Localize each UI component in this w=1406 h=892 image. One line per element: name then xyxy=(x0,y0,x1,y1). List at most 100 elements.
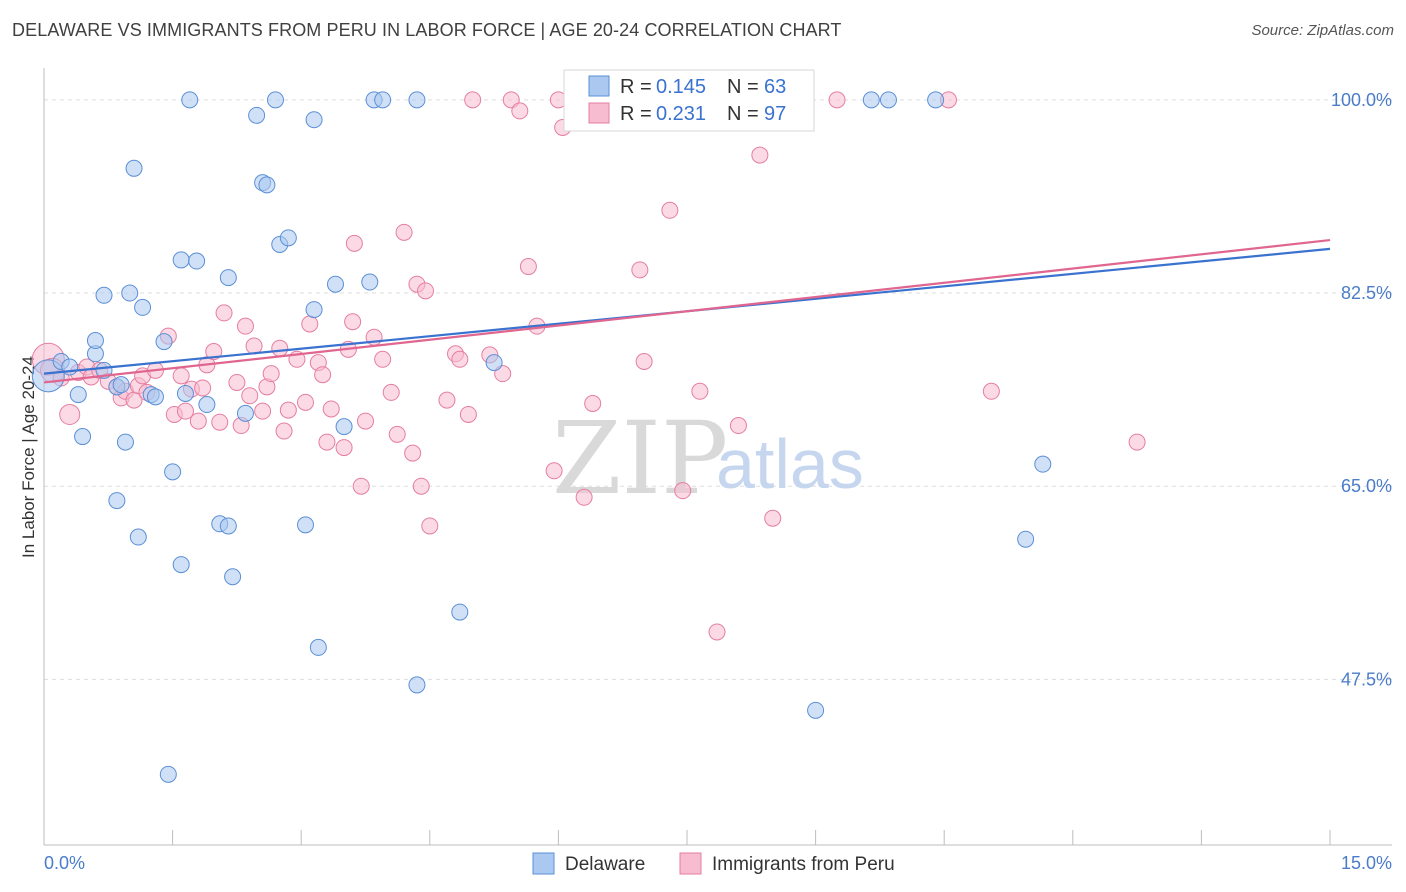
peru-point xyxy=(751,146,769,164)
y-tick-label: 82.5% xyxy=(1341,283,1392,303)
delaware-point xyxy=(155,333,173,351)
delaware-point xyxy=(451,603,469,621)
peru-point xyxy=(584,394,602,412)
delaware-point xyxy=(219,269,237,287)
delaware-point xyxy=(1034,455,1052,473)
peru-point xyxy=(352,477,370,495)
delaware-point xyxy=(121,284,139,302)
peru-point xyxy=(459,405,477,423)
peru-point xyxy=(254,402,272,420)
delaware-point xyxy=(172,556,190,574)
delaware-point xyxy=(116,433,134,451)
delaware-point xyxy=(86,332,104,350)
peru-point xyxy=(519,258,537,276)
chart-title: DELAWARE VS IMMIGRANTS FROM PERU IN LABO… xyxy=(12,20,842,40)
peru-point xyxy=(451,350,469,368)
peru-point xyxy=(194,379,212,397)
peru-point xyxy=(228,373,246,391)
peru-point xyxy=(729,417,747,435)
delaware-point xyxy=(236,404,254,422)
peru-point xyxy=(296,393,314,411)
peru-point xyxy=(982,382,1000,400)
peru-point xyxy=(344,313,362,331)
peru-point xyxy=(357,412,374,430)
peru-point xyxy=(631,261,649,279)
correlation-legend: R = 0.145 N = 63 R = 0.231 N = 97 xyxy=(563,69,815,132)
delaware-point xyxy=(408,91,426,109)
delaware-point xyxy=(862,91,880,109)
delaware-point xyxy=(108,492,126,510)
delaware-point xyxy=(112,376,130,394)
legend-n-value-peru: 97 xyxy=(764,103,786,125)
delaware-point xyxy=(807,701,825,719)
peru-point xyxy=(674,482,692,500)
delaware-point xyxy=(224,568,242,586)
bottom-legend-swatch-peru xyxy=(679,852,702,875)
peru-point xyxy=(279,401,297,419)
peru-point xyxy=(661,201,679,219)
delaware-point xyxy=(361,273,379,291)
axes xyxy=(43,68,1392,846)
delaware-point xyxy=(879,91,897,109)
delaware-point xyxy=(164,463,182,481)
peru-point xyxy=(275,422,293,440)
delaware-point xyxy=(188,252,206,270)
delaware-point xyxy=(335,418,353,436)
peru-point xyxy=(318,433,336,451)
peru-point xyxy=(236,317,254,335)
delaware-point xyxy=(172,251,190,269)
delaware-point xyxy=(266,91,284,109)
peru-point xyxy=(301,315,319,333)
x-tick-labels: 0.0% 15.0% xyxy=(44,853,1392,873)
peru-point xyxy=(382,383,400,401)
peru-point xyxy=(691,382,709,400)
bottom-legend-swatch-delaware xyxy=(532,852,555,875)
peru-point xyxy=(262,365,280,383)
delaware-point xyxy=(296,516,314,534)
peru-point xyxy=(438,391,456,409)
peru-point xyxy=(189,412,207,430)
peru-point xyxy=(176,402,194,420)
delaware-point xyxy=(146,388,164,406)
y-tick-label: 65.0% xyxy=(1341,476,1392,496)
series-legend: Delaware Immigrants from Peru xyxy=(532,852,895,875)
peru-point xyxy=(335,439,353,457)
peru-point xyxy=(412,477,430,495)
delaware-point xyxy=(309,638,327,656)
peru-point xyxy=(59,403,81,425)
watermark-atlas-text: atlas xyxy=(716,425,864,503)
legend-swatch-peru xyxy=(588,102,610,124)
x-tick-label-min: 0.0% xyxy=(44,853,85,873)
peru-point xyxy=(764,509,782,527)
legend-r-label-delaware: R = xyxy=(620,76,652,98)
peru-point xyxy=(172,367,190,385)
delaware-point xyxy=(326,275,344,293)
delaware-point xyxy=(485,354,503,372)
delaware-point xyxy=(374,91,392,109)
delaware-point xyxy=(95,286,113,304)
legend-r-value-delaware: 0.145 xyxy=(656,76,706,98)
peru-point xyxy=(388,425,406,443)
peru-point xyxy=(417,282,435,300)
y-axis-title: In Labor Force | Age 20-24 xyxy=(19,356,38,558)
legend-r-value-peru: 0.231 xyxy=(656,103,706,125)
peru-point xyxy=(374,350,392,368)
peru-point xyxy=(575,488,593,506)
delaware-point xyxy=(305,111,323,129)
peru-point xyxy=(215,304,233,322)
y-tick-label: 100.0% xyxy=(1331,90,1392,110)
watermark: ZIP atlas xyxy=(552,400,864,517)
peru-point xyxy=(241,387,259,405)
peru-point xyxy=(464,91,482,109)
y-tick-labels: 47.5% 65.0% 82.5% 100.0% xyxy=(1331,90,1392,690)
legend-swatch-delaware xyxy=(588,75,610,97)
delaware-point xyxy=(219,517,237,535)
peru-point xyxy=(211,413,229,431)
peru-trend-line xyxy=(43,238,1331,384)
bottom-legend-label-peru: Immigrants from Peru xyxy=(712,854,895,875)
delaware-point xyxy=(159,765,177,783)
legend-n-label-peru: N = xyxy=(727,103,759,125)
peru-point xyxy=(828,91,846,109)
chart-source: Source: ZipAtlas.com xyxy=(1251,22,1394,39)
